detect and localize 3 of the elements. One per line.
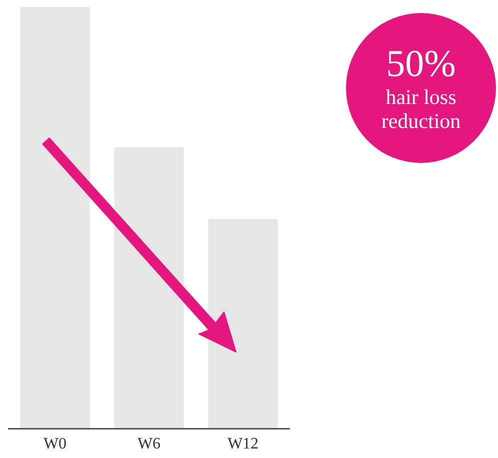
x-tick-label: W0 — [43, 436, 67, 453]
x-tick-label: W6 — [137, 436, 161, 453]
x-tick-label: W12 — [227, 436, 259, 453]
